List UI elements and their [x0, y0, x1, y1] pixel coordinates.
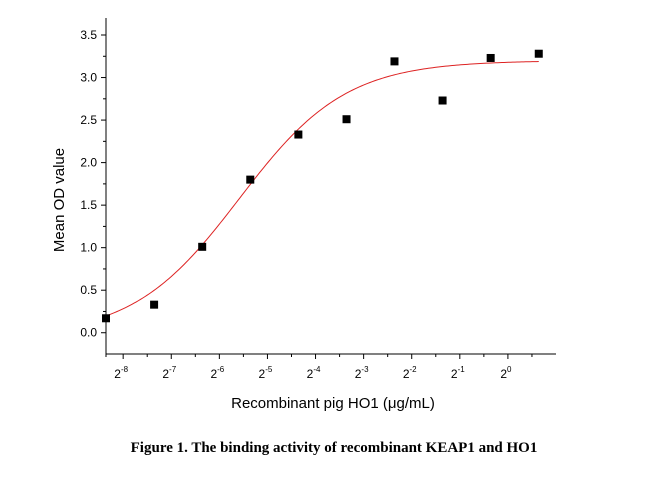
- x-axis-title: Recombinant pig HO1 (μg/mL): [231, 395, 435, 412]
- x-tick-label: 2-8: [114, 365, 128, 381]
- x-tick-label: 2-1: [451, 365, 465, 381]
- data-point: [246, 175, 255, 184]
- y-axis: 0.0 0.5 1.0 1.5 2.0 2.5 3.0 3.5: [80, 18, 107, 354]
- x-tick-label: 2-7: [162, 365, 176, 381]
- data-point: [294, 130, 303, 139]
- data-point: [534, 49, 543, 58]
- data-points: [102, 49, 543, 323]
- y-tick-label: 0.0: [80, 326, 97, 340]
- y-tick-label: 1.0: [80, 241, 97, 255]
- y-axis-title: Mean OD value: [51, 148, 68, 252]
- fit-curve-line: [105, 61, 539, 317]
- data-point: [150, 300, 159, 309]
- figure-caption: Figure 1. The binding activity of recomb…: [130, 440, 538, 456]
- x-axis: 2-8 2-7 2-6 2-5 2-4 2-3 2-2 2-1 20: [105, 353, 556, 381]
- data-point: [342, 115, 351, 124]
- x-tick-label: 2-4: [307, 365, 321, 381]
- x-tick-label: 2-6: [210, 365, 224, 381]
- y-tick-label: 0.5: [80, 283, 97, 297]
- y-tick-label: 3.0: [80, 71, 97, 85]
- data-point: [486, 53, 495, 62]
- x-tick-label: 2-2: [403, 365, 417, 381]
- y-tick-label: 1.5: [80, 198, 97, 212]
- y-tick-label: 2.0: [80, 156, 97, 170]
- data-point: [102, 314, 110, 323]
- data-point: [390, 57, 399, 66]
- data-point: [438, 96, 447, 105]
- x-tick-label: 2-3: [355, 365, 369, 381]
- y-tick-label: 3.5: [80, 28, 97, 42]
- data-point: [198, 242, 207, 251]
- x-tick-label: 2-5: [259, 365, 273, 381]
- y-tick-label: 2.5: [80, 113, 97, 127]
- x-tick-label: 20: [500, 365, 512, 381]
